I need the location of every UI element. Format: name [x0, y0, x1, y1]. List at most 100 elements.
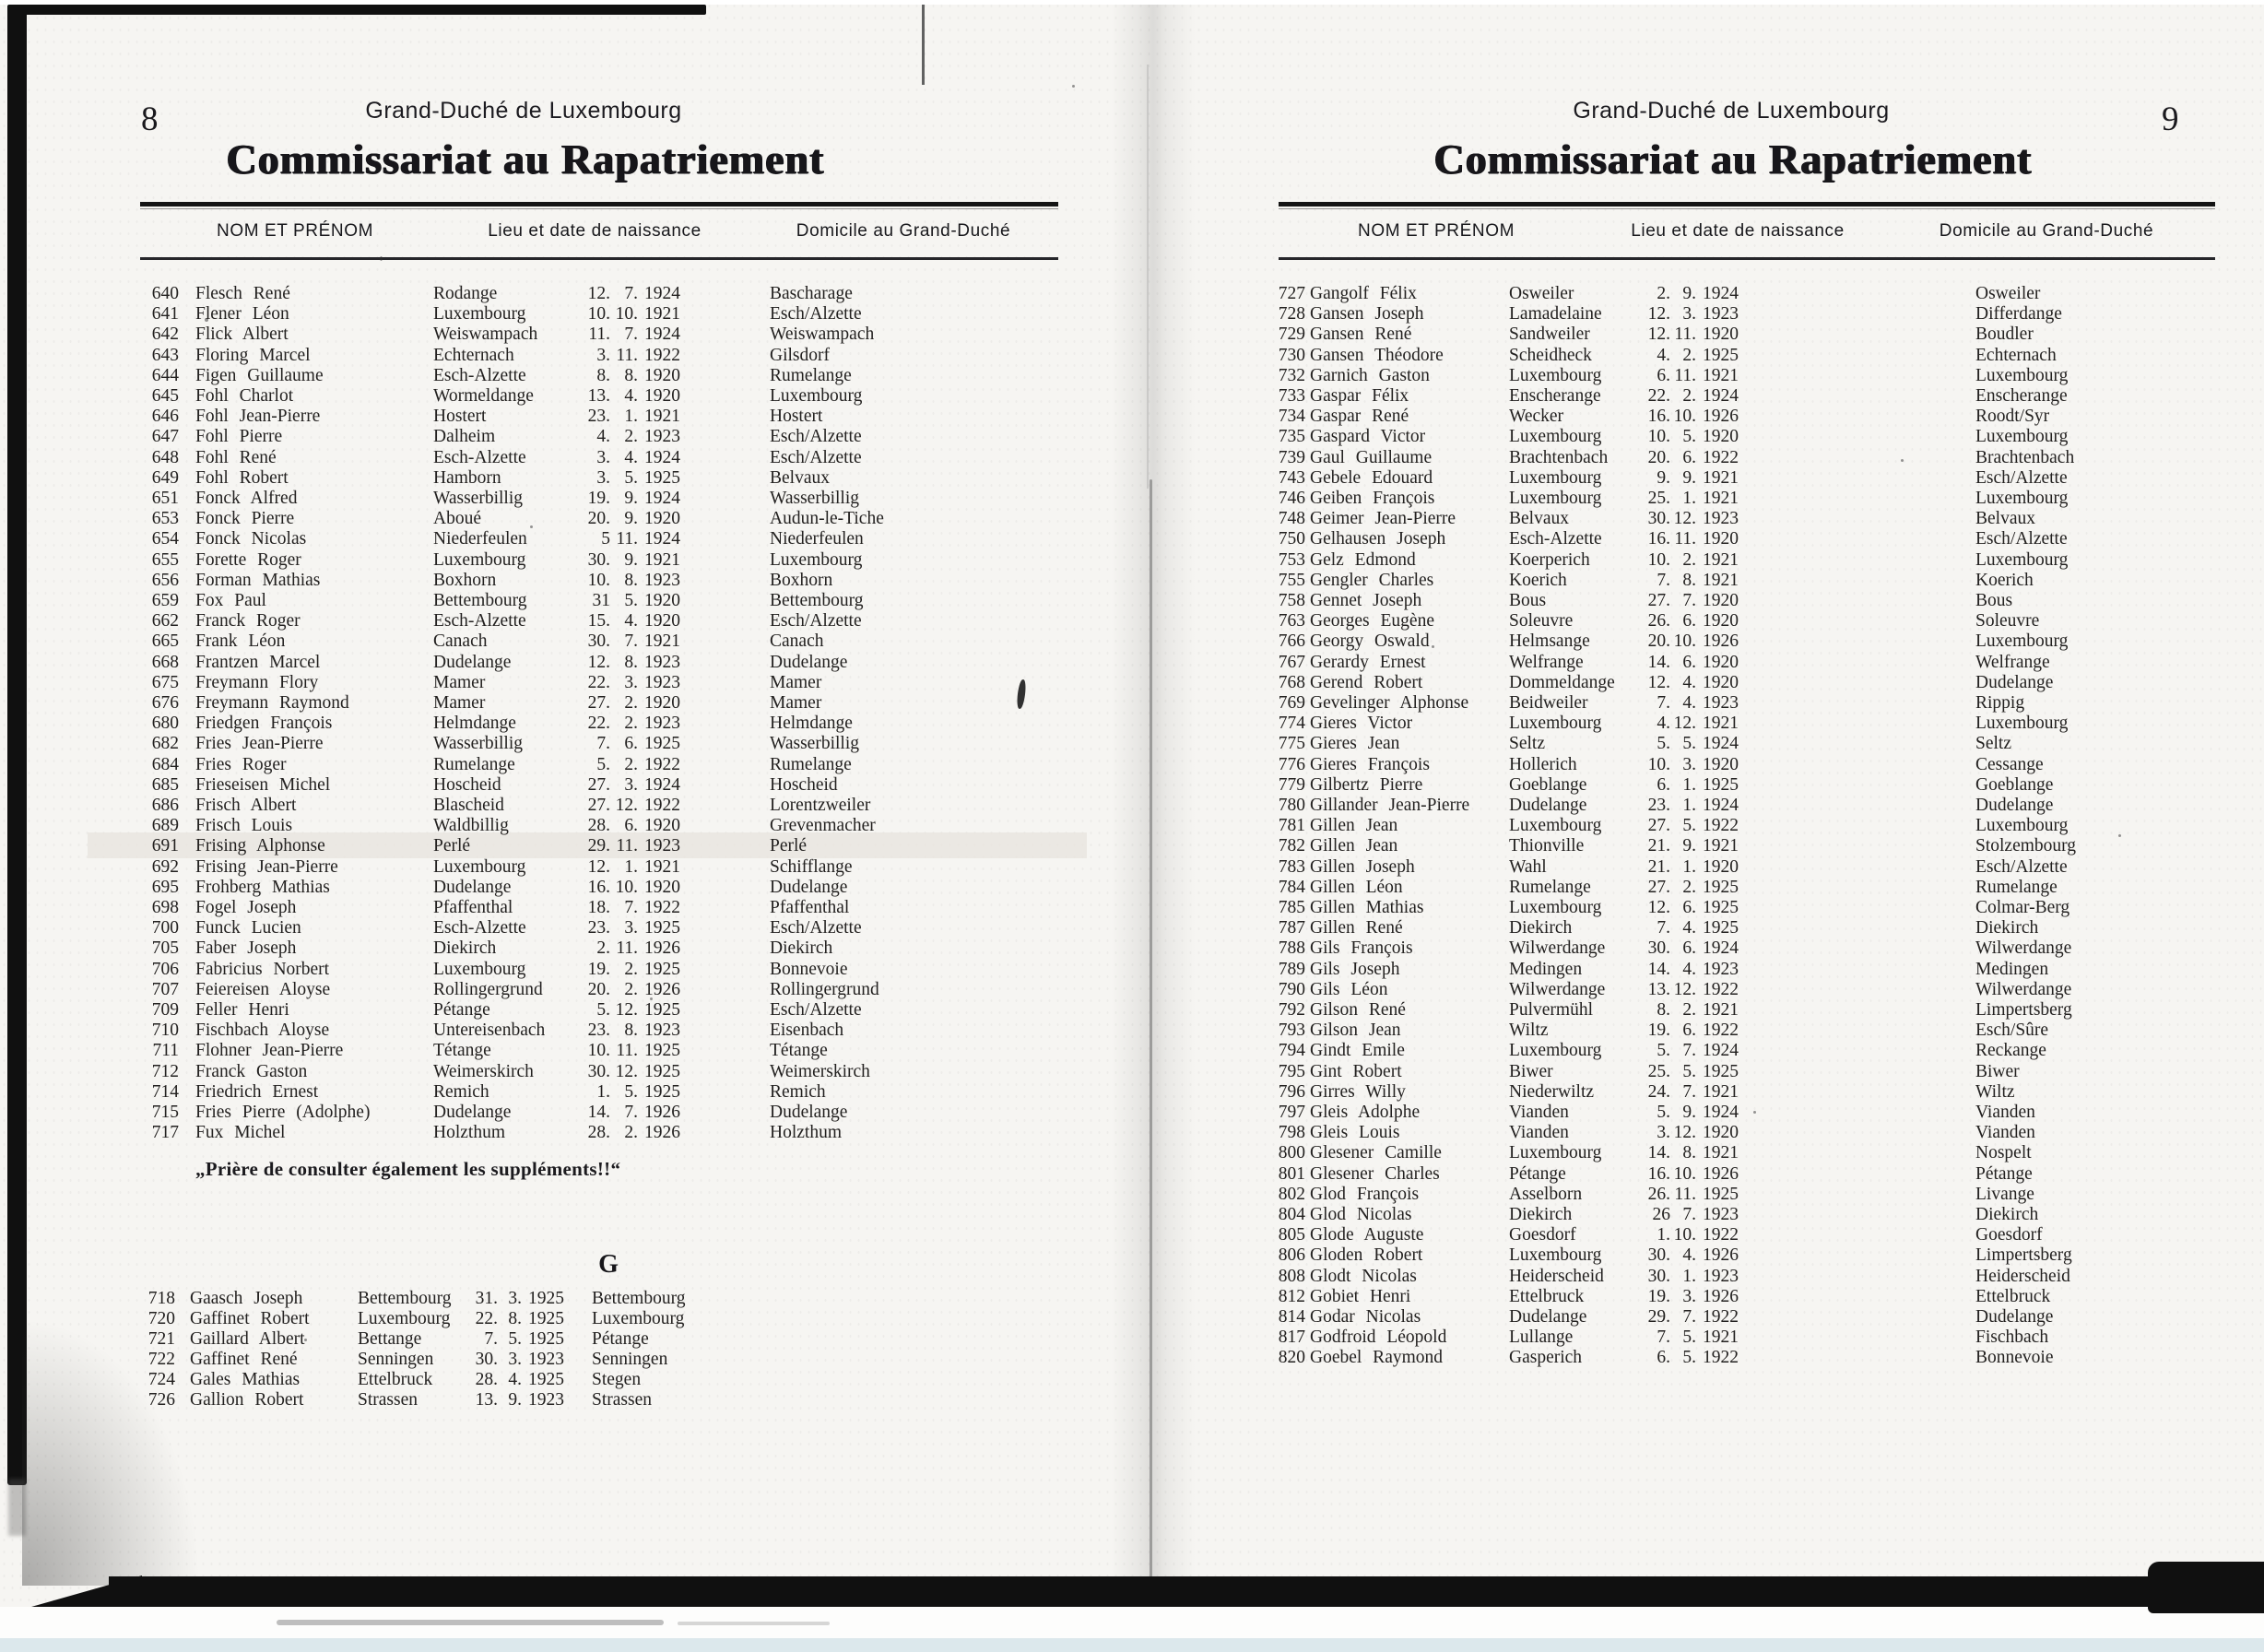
- row-name: Fries Jean-Pierre: [195, 734, 324, 754]
- row-name: Gobiet Henri: [1310, 1286, 1411, 1306]
- row-place: Luxembourg: [1509, 898, 1602, 917]
- row-num: 721: [147, 1329, 175, 1349]
- row-day: 30.: [1647, 1266, 1670, 1286]
- row-day: 28.: [587, 816, 610, 836]
- row-dom: Goesdorf: [1975, 1225, 2043, 1245]
- row-name: Gaffinet René: [190, 1350, 298, 1369]
- row-day: 25.: [1647, 489, 1670, 508]
- row-name: Gillen Joseph: [1310, 856, 1415, 877]
- row-place: Weiswampach: [433, 324, 538, 345]
- row-day: 14.: [1647, 959, 1670, 979]
- row-num: 795: [1278, 1061, 1305, 1081]
- row-name: Gillen Léon: [1310, 877, 1403, 897]
- table-row: 800 Glesener Camille Luxembourg 14. 8. 1921 No…: [0, 1143, 2264, 1164]
- row-name: Franck Roger: [195, 611, 301, 631]
- table-row: 712 Franck Gaston Weimerskirch 30. 12. 1925 We…: [0, 1062, 2264, 1083]
- row-day: 2.: [596, 938, 610, 959]
- row-dom: Cessange: [1975, 754, 2044, 774]
- row-dom: Pétange: [592, 1329, 649, 1349]
- row-num: 739: [1278, 447, 1305, 467]
- table-row: 705 Faber Joseph Diekirch 2. 11. 1926 Diekirch: [0, 938, 2264, 960]
- row-year: 1922: [1703, 1348, 1739, 1368]
- row-year: 1920: [644, 693, 680, 713]
- row-day: 9.: [1657, 467, 1670, 488]
- row-year: 1921: [644, 549, 680, 570]
- row-dom: Luxembourg: [770, 386, 863, 406]
- row-place: Helmsange: [1509, 631, 1590, 652]
- row-place: Esch-Alzette: [433, 918, 526, 938]
- row-year: 1922: [1703, 447, 1739, 467]
- table-row: 783 Gillen Joseph Wahl 21. 1. 1920 Esch/Alzett…: [0, 857, 2264, 879]
- row-name: Fischbach Aloyse: [195, 1021, 330, 1041]
- table-row: 812 Gobiet Henri Ettelbruck 19. 3. 1926 Ettelb…: [0, 1287, 2264, 1308]
- row-name: Gils Léon: [1310, 979, 1388, 999]
- row-year: 1925: [528, 1329, 564, 1349]
- row-num: 817: [1278, 1328, 1305, 1348]
- row-num: 793: [1278, 1021, 1305, 1041]
- row-num: 675: [151, 672, 179, 692]
- row-dom: Wilwerdange: [1975, 979, 2072, 999]
- row-place: Untereisenbach: [433, 1021, 546, 1041]
- row-dom: Seltz: [1975, 734, 2011, 754]
- row-mon: 5.: [508, 1329, 522, 1349]
- row-num: 654: [151, 529, 179, 549]
- table-row: 729 Gansen René Sandweiler 12. 11. 1920 Boudle…: [0, 324, 2264, 346]
- row-place: Biwer: [1509, 1061, 1553, 1081]
- row-mon: 2.: [1682, 1000, 1696, 1020]
- row-mon: 11.: [616, 529, 638, 549]
- row-dom: Bettembourg: [592, 1289, 686, 1308]
- row-name: Fonck Pierre: [195, 509, 295, 529]
- row-day: 12.: [1647, 898, 1670, 917]
- row-num: 806: [1278, 1245, 1305, 1266]
- table-row: 763 Georges Eugène Soleuvre 26. 6. 1920 Soleuv…: [0, 611, 2264, 632]
- row-year: 1923: [1703, 304, 1739, 324]
- row-num: 775: [1278, 734, 1305, 754]
- row-year: 1923: [528, 1390, 564, 1410]
- row-mon: 3.: [1682, 754, 1696, 774]
- table-row: 691 Frising Alphonse Perlé 29. 11. 1923 Perlé: [0, 836, 2264, 857]
- row-num: 748: [1278, 509, 1305, 529]
- row-mon: 1.: [1682, 774, 1696, 795]
- row-name: Fonck Nicolas: [195, 529, 307, 549]
- row-place: Rodange: [433, 284, 498, 303]
- row-num: 653: [151, 509, 179, 529]
- table-row: 720 Gaffinet Robert Luxembourg 22. 8. 1925 Lux…: [0, 1309, 2264, 1330]
- row-place: Bous: [1509, 591, 1547, 610]
- row-dom: Luxembourg: [1975, 816, 2069, 836]
- left-page-title: Commissariat au Rapatriement: [226, 136, 825, 183]
- row-dom: Belvaux: [1975, 509, 2035, 529]
- row-day: 1.: [1657, 1225, 1670, 1245]
- row-day: 7.: [1657, 693, 1670, 713]
- row-year: 1920: [1703, 652, 1739, 672]
- row-year: 1922: [1703, 1225, 1739, 1245]
- row-place: Blascheid: [433, 796, 504, 815]
- row-name: Gerend Robert: [1310, 672, 1423, 692]
- row-mon: 1.: [1682, 856, 1696, 877]
- row-place: Helmdange: [433, 714, 516, 734]
- row-dom: Esch/Alzette: [770, 447, 862, 467]
- row-place: Luxembourg: [1509, 714, 1602, 734]
- row-name: Gieres Jean: [1310, 734, 1400, 754]
- row-mon: 8.: [508, 1309, 522, 1328]
- row-mon: 9.: [1682, 1103, 1696, 1122]
- row-year: 1921: [644, 407, 680, 427]
- row-place: Esch-Alzette: [433, 365, 526, 385]
- row-name: Gillen Mathias: [1310, 898, 1424, 917]
- row-day: 30.: [475, 1350, 498, 1369]
- row-place: Asselborn: [1509, 1184, 1583, 1204]
- row-place: Osweiler: [1509, 284, 1574, 303]
- row-num: 665: [151, 631, 179, 652]
- row-mon: 6.: [1682, 447, 1696, 467]
- row-name: Gleis Louis: [1310, 1123, 1400, 1143]
- row-year: 1925: [1703, 877, 1739, 897]
- left-col-header-birth: Lieu et date de naissance: [488, 221, 702, 241]
- row-num: 798: [1278, 1123, 1305, 1143]
- row-num: 779: [1278, 774, 1305, 795]
- row-mon: 9.: [1682, 467, 1696, 488]
- row-name: Gillander Jean-Pierre: [1310, 796, 1470, 815]
- row-name: Fries Roger: [195, 754, 287, 774]
- row-day: 26.: [1647, 1184, 1670, 1204]
- row-day: 23.: [587, 1021, 610, 1041]
- row-num: 781: [1278, 816, 1305, 836]
